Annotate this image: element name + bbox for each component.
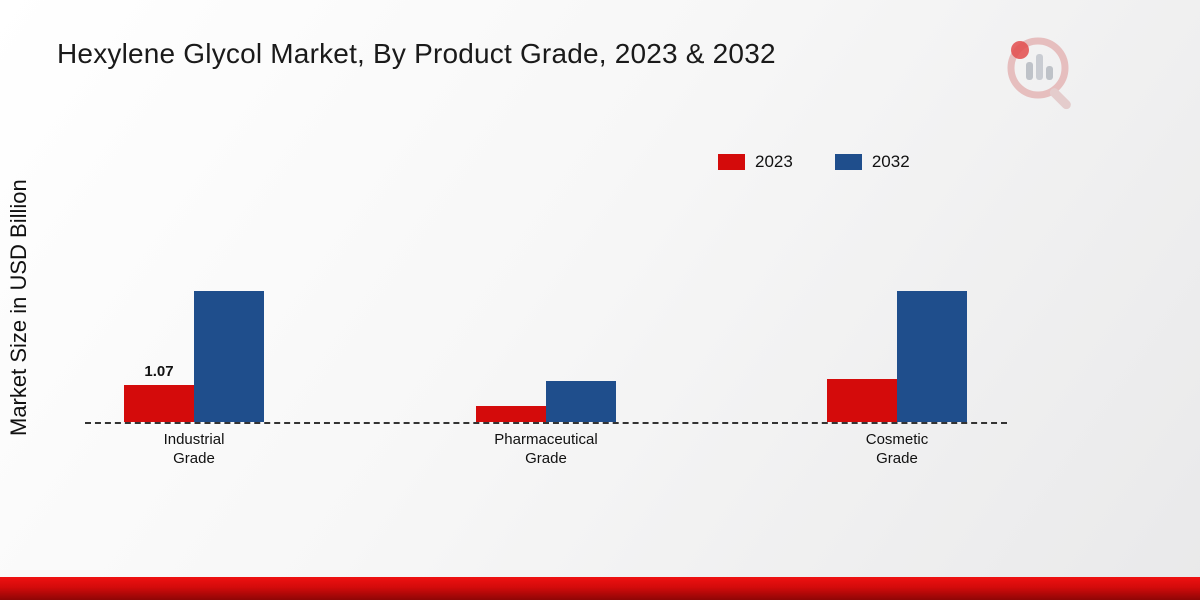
bar-2032-cosmetic-grade <box>897 291 967 422</box>
legend-label: 2023 <box>755 152 793 171</box>
legend-item-2032: 2032 <box>834 152 910 172</box>
bar-2023-industrial-grade <box>124 385 194 422</box>
bar-value-label: 1.07 <box>144 363 174 380</box>
legend-swatch-2032 <box>834 154 862 170</box>
market-research-logo-icon <box>1007 37 1071 110</box>
legend-label: 2032 <box>871 152 910 171</box>
legend: 2023 2032 <box>718 152 910 172</box>
plot-area: 1.07 Industrial Grade Pharmaceutical Grade Co… <box>85 279 1007 467</box>
category-label-pharmaceutical-grade: Pharmaceutical Grade <box>494 431 598 467</box>
bottom-red-band <box>0 577 1200 600</box>
legend-item-2023: 2023 <box>718 152 793 172</box>
bar-2023-pharmaceutical-grade <box>476 406 546 422</box>
legend-swatch-2023 <box>718 154 745 170</box>
category-label-industrial-grade: Industrial Grade <box>163 431 225 467</box>
chart-title: Hexylene Glycol Market, By Product Grade… <box>57 38 776 69</box>
bar-2032-pharmaceutical-grade <box>546 381 616 422</box>
bar-2023-cosmetic-grade <box>827 379 897 422</box>
bar-2032-industrial-grade <box>194 291 264 422</box>
category-label-cosmetic-grade: Cosmetic Grade <box>865 431 929 467</box>
y-axis-label: Market Size in USD Billion <box>6 179 31 437</box>
